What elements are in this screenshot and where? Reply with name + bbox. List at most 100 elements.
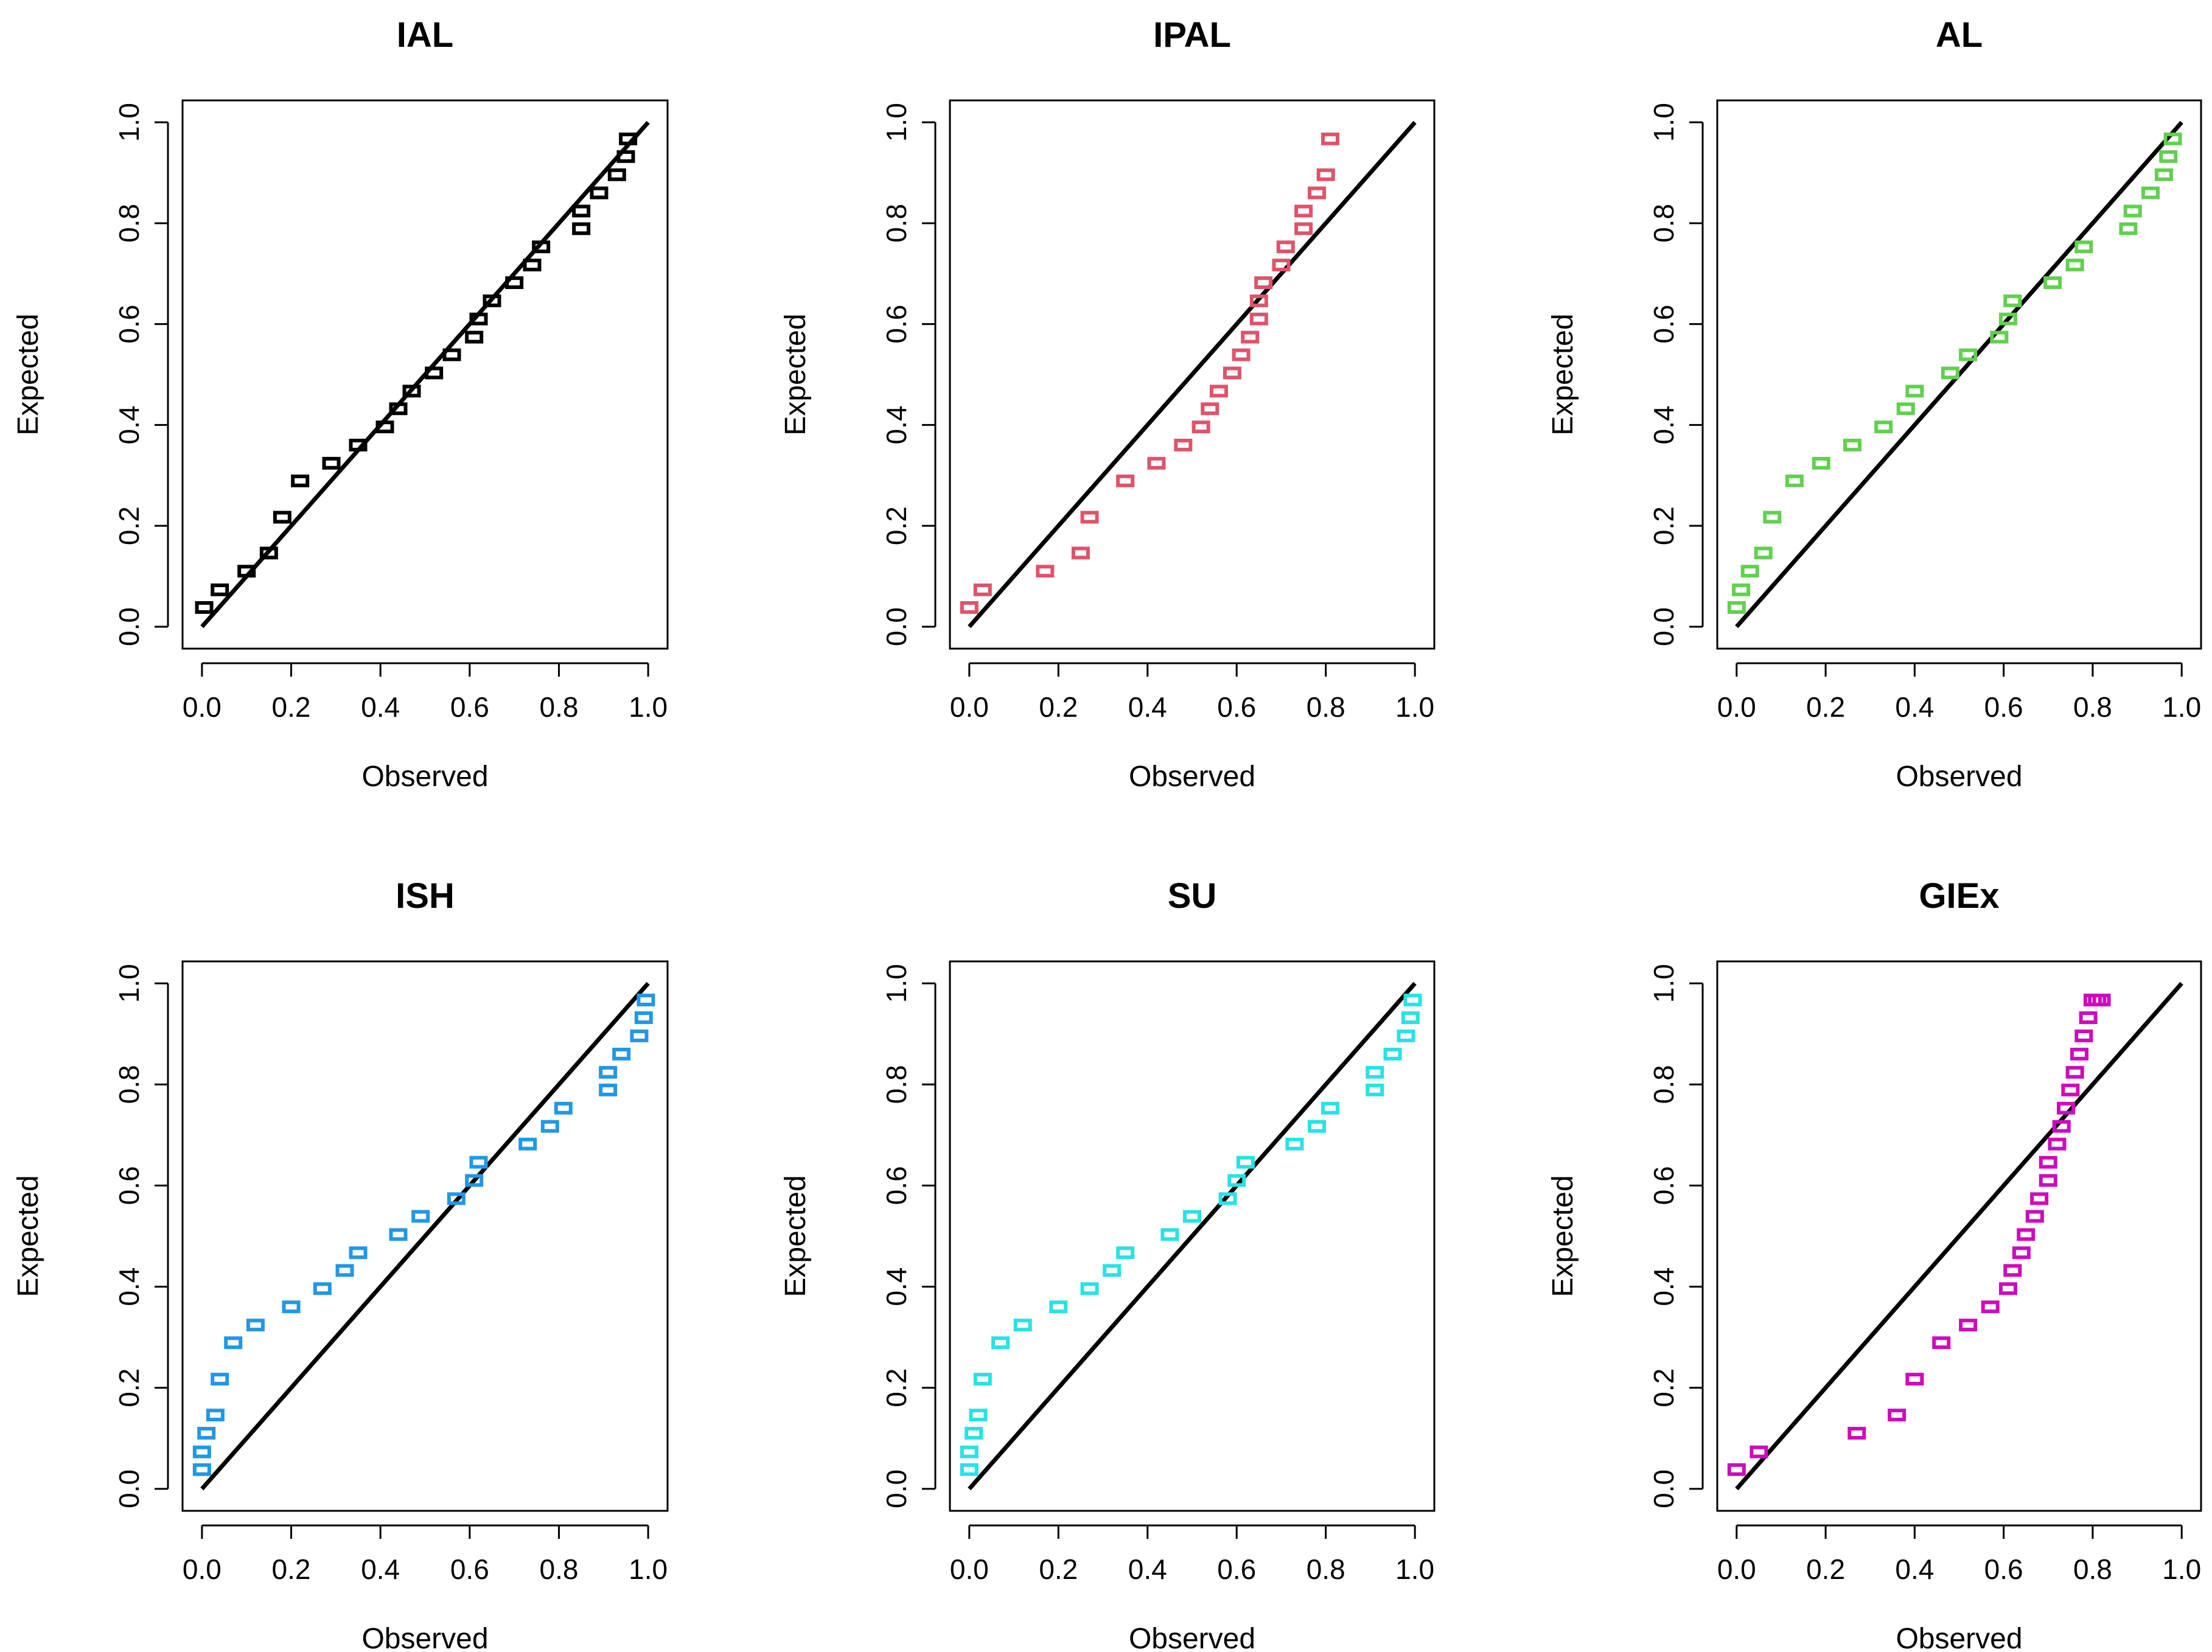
y-axis-label: Expected (12, 313, 44, 435)
data-point (2119, 222, 2138, 235)
data-point (291, 474, 310, 487)
data-point (1227, 1174, 1246, 1187)
y-axis-label: Expected (780, 1175, 812, 1297)
data-point (1316, 168, 1335, 181)
panel-title: IAL (397, 15, 453, 55)
x-tick-label: 0.4 (1128, 1553, 1167, 1585)
y-tick-label: 0.4 (113, 1267, 145, 1306)
data-point (965, 1426, 983, 1440)
data-point (349, 1246, 368, 1260)
data-point (960, 1463, 979, 1476)
panel-title: AL (1936, 15, 1983, 55)
data-point (637, 994, 655, 1006)
y-tick-label: 0.4 (1648, 1267, 1680, 1306)
data-point (195, 601, 214, 614)
data-point (1147, 456, 1166, 470)
y-tick-label: 0.2 (113, 1368, 145, 1407)
data-point (282, 1300, 301, 1314)
data-point (389, 402, 408, 416)
panel-title: SU (1168, 876, 1217, 916)
data-point (447, 1192, 466, 1205)
data-point (1223, 366, 1241, 380)
y-axis-label: Expected (1547, 1175, 1579, 1297)
data-point (540, 1120, 559, 1133)
data-point (246, 1319, 265, 1332)
data-point (1236, 1155, 1255, 1169)
y-tick-label: 0.6 (1648, 305, 1680, 344)
data-point (1183, 1210, 1201, 1223)
data-point (599, 1065, 618, 1079)
data-point (1403, 994, 1422, 1006)
data-point (973, 1373, 992, 1385)
data-point (1218, 1192, 1237, 1205)
y-tick-label: 0.4 (113, 405, 145, 444)
data-point (612, 1047, 631, 1061)
y-tick-label: 0.8 (881, 204, 912, 243)
y-tick-label: 1.0 (1648, 103, 1680, 142)
data-point (1932, 1336, 1951, 1350)
data-point (1116, 1246, 1135, 1260)
y-tick-label: 0.8 (113, 1065, 145, 1104)
data-point (1272, 259, 1291, 271)
data-point (572, 222, 591, 235)
data-point (532, 240, 551, 254)
data-point (425, 366, 444, 380)
x-tick-label: 1.0 (1395, 1553, 1434, 1585)
x-tick-label: 1.0 (629, 691, 668, 723)
data-point (1160, 1228, 1179, 1241)
y-tick-label: 0.2 (1648, 1368, 1680, 1407)
data-point (1874, 420, 1893, 434)
data-point (469, 1155, 488, 1169)
data-point (630, 1030, 649, 1042)
data-point (465, 330, 484, 344)
data-point (1308, 1120, 1327, 1133)
data-point (973, 583, 992, 596)
reference-line (968, 120, 1417, 629)
data-point (1998, 312, 2017, 326)
data-point (590, 186, 609, 200)
data-point (2065, 1065, 2084, 1079)
data-point (554, 1101, 573, 1115)
y-tick-label: 0.2 (1648, 506, 1680, 545)
y-tick-label: 0.0 (1648, 607, 1680, 646)
data-point (1276, 240, 1295, 254)
data-point (211, 1373, 229, 1385)
data-point (1191, 420, 1210, 434)
data-point (1959, 348, 1978, 361)
data-point (313, 1282, 332, 1295)
data-point (349, 439, 368, 451)
y-tick-label: 0.2 (881, 506, 912, 545)
data-point (1959, 1319, 1978, 1332)
data-point (211, 583, 229, 596)
data-point (2159, 150, 2178, 163)
data-point (1905, 385, 1924, 398)
data-point (273, 511, 291, 524)
x-tick-label: 1.0 (2162, 691, 2201, 723)
data-point (375, 420, 394, 434)
x-tick-label: 0.0 (183, 691, 222, 723)
y-tick-label: 0.6 (1648, 1166, 1680, 1205)
x-tick-label: 0.8 (2073, 691, 2112, 723)
data-point (2079, 1011, 2098, 1024)
y-tick-label: 0.6 (113, 305, 145, 344)
panel-ish: ISH 0.0 0.2 0.4 0.6 0.8 1.0 0.0 0.2 0.4 0.6 0.8 1.0 O… (12, 876, 669, 1652)
data-point (322, 456, 341, 470)
x-tick-label: 0.8 (539, 1553, 578, 1585)
data-point (1013, 1319, 1032, 1332)
x-axis-label: Observed (1129, 761, 1255, 793)
data-point (2092, 994, 2111, 1006)
data-point (1750, 1445, 1768, 1459)
data-point (197, 1426, 216, 1440)
x-tick-label: 0.4 (1895, 691, 1934, 723)
x-tick-label: 0.0 (183, 1553, 222, 1585)
data-point (960, 601, 979, 614)
reference-line (200, 981, 650, 1491)
data-point (1998, 1282, 2017, 1295)
y-tick-label: 0.6 (113, 1166, 145, 1205)
data-point (411, 1210, 430, 1223)
panel-title: GIEx (1919, 876, 1999, 916)
reference-line (1735, 981, 2183, 1491)
plot-frame (1716, 99, 2202, 650)
data-point (1071, 546, 1090, 560)
x-tick-label: 0.6 (450, 691, 489, 723)
